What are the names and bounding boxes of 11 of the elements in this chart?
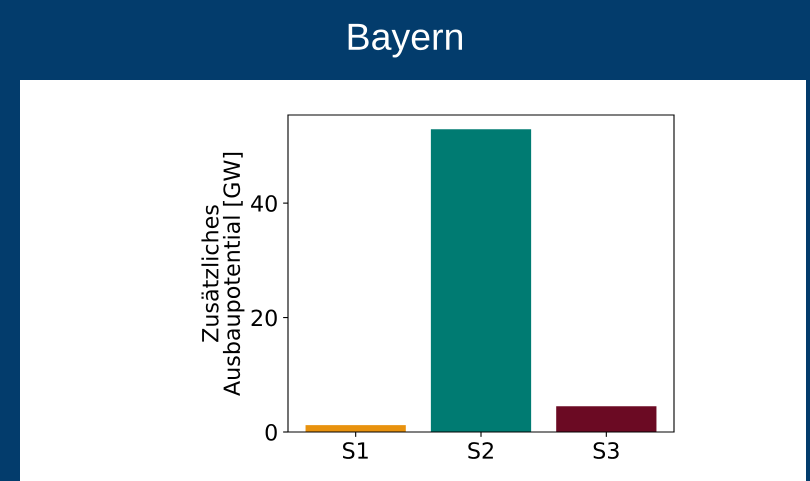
- chart-title: Bayern: [348, 24, 462, 58]
- y-tick-label: 40: [251, 195, 277, 212]
- y-tick-label: 0: [266, 424, 277, 441]
- bar: [306, 425, 406, 432]
- y-axis-title: Zusätzliches Ausbaupotential [GW]: [201, 152, 244, 396]
- bar: [556, 406, 656, 432]
- y-tick-label: 20: [252, 310, 277, 326]
- x-tick-label: S3: [594, 442, 619, 459]
- bar: [430, 129, 532, 432]
- x-tick-label: S2: [468, 442, 493, 459]
- x-tick-label: S1: [343, 442, 368, 459]
